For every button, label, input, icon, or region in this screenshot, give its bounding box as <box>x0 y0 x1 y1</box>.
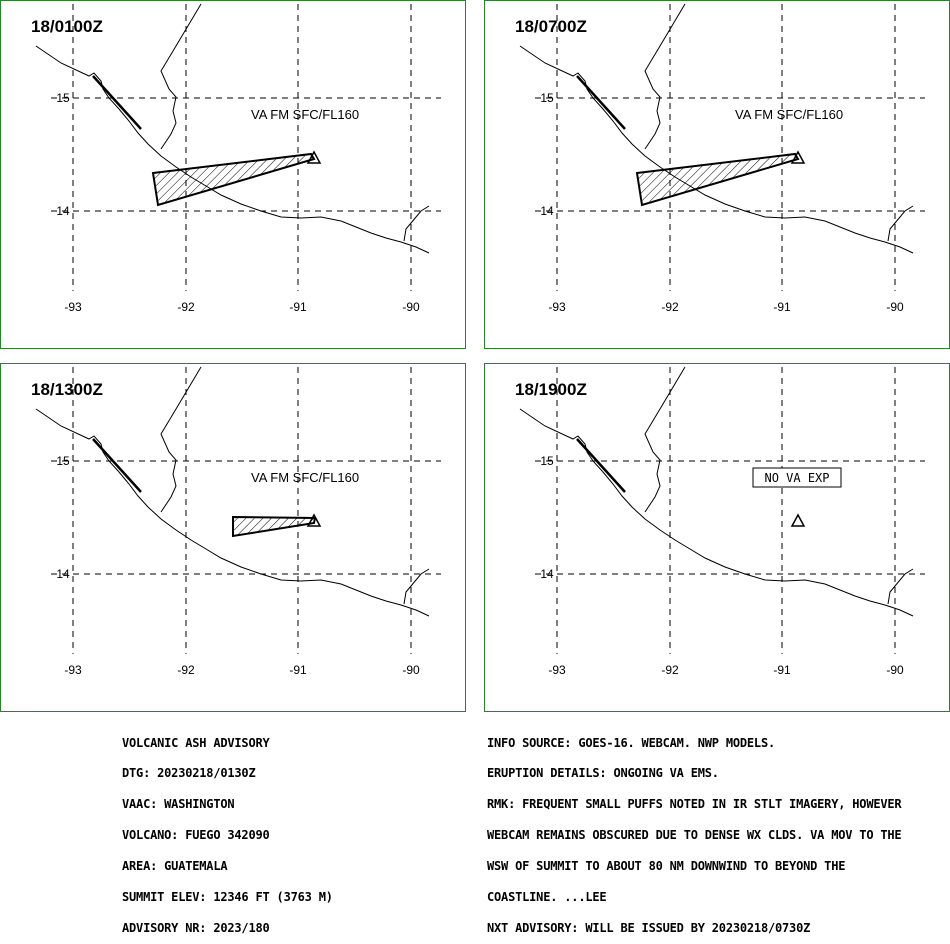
ash-cloud-polygon <box>151 152 316 207</box>
ash-altitude-label: VA FM SFC/FL160 <box>251 107 359 122</box>
latitude-label: 15 <box>56 91 70 105</box>
map-panel-3: -93 -92 -91 -90 15 14 VA FM SFC/FL160 18/1300Z <box>0 363 466 712</box>
border-line <box>160 366 202 513</box>
border-line <box>887 568 914 605</box>
advisory-title: VOLCANIC ASH ADVISORY <box>122 735 270 750</box>
longitude-label: -93 <box>64 300 82 314</box>
latitude-label: 15 <box>540 454 554 468</box>
longitude-label: -93 <box>64 663 82 677</box>
advisory-remarks-line: WSW OF SUMMIT TO ABOUT 80 NM DOWNWIND TO… <box>487 859 846 874</box>
border-line <box>887 205 914 242</box>
map-panel-1: -93 -92 -91 -90 15 14 VA FM SFC/FL160 18/0100Z <box>0 0 466 349</box>
no-va-label-box <box>752 467 842 488</box>
latitude-label: 15 <box>540 91 554 105</box>
advisory-next: NXT ADVISORY: WILL BE ISSUED BY 20230218… <box>487 920 811 935</box>
latitude-label: 14 <box>540 567 554 581</box>
forecast-time-label: 18/0700Z <box>515 17 587 36</box>
advisory-summit-elev: SUMMIT ELEV: 12346 FT (3763 M) <box>122 890 333 905</box>
longitude-label: -92 <box>177 300 195 314</box>
longitude-label: -90 <box>402 300 420 314</box>
advisory-vaac: VAAC: WASHINGTON <box>122 797 235 812</box>
shoreline-thick <box>92 75 142 130</box>
border-line <box>644 366 686 513</box>
latitude-label: 14 <box>540 204 554 218</box>
border-line <box>403 568 430 605</box>
map-canvas: -93 -92 -91 -90 15 14 VA FM SFC/FL160 <box>35 3 441 314</box>
border-line <box>403 205 430 242</box>
longitude-label: -90 <box>886 300 904 314</box>
border-line <box>160 3 202 150</box>
ash-cloud-polygon <box>635 152 800 207</box>
advisory-eruption-details: ERUPTION DETAILS: ONGOING VA EMS. <box>487 766 719 781</box>
map-canvas: -93 -92 -91 -90 15 14 VA FM SFC/FL160 <box>519 3 925 314</box>
longitude-label: -90 <box>402 663 420 677</box>
ash-cloud-polygon <box>232 515 317 538</box>
advisory-remarks-line: COASTLINE. ...LEE <box>487 890 607 905</box>
map-canvas: -93 -92 -91 -90 15 14 NO VA EXP <box>519 366 925 677</box>
map-panel-2: -93 -92 -91 -90 15 14 VA FM SFC/FL160 18/0700Z <box>484 0 950 349</box>
shoreline-thick <box>92 438 142 493</box>
longitude-label: -90 <box>886 663 904 677</box>
longitude-label: -92 <box>661 300 679 314</box>
longitude-label: -92 <box>661 663 679 677</box>
ash-altitude-label: VA FM SFC/FL160 <box>735 107 843 122</box>
advisory-area: AREA: GUATEMALA <box>122 859 228 874</box>
border-line <box>644 3 686 150</box>
map-panel-4: -93 -92 -91 -90 15 14 NO VA EXP 18/1900Z <box>484 363 950 712</box>
volcano-triangle-icon <box>306 150 322 164</box>
volcano-triangle-icon <box>306 513 322 527</box>
longitude-label: -92 <box>177 663 195 677</box>
shoreline-thick <box>576 75 626 130</box>
latitude-label: 14 <box>56 204 70 218</box>
map-canvas: -93 -92 -91 -90 15 14 VA FM SFC/FL160 <box>35 366 441 677</box>
latitude-label: 14 <box>56 567 70 581</box>
longitude-label: -91 <box>773 663 791 677</box>
longitude-label: -93 <box>548 663 566 677</box>
forecast-time-label: 18/1300Z <box>31 380 103 399</box>
volcano-triangle-icon <box>790 150 806 164</box>
longitude-label: -91 <box>289 300 307 314</box>
longitude-label: -91 <box>773 300 791 314</box>
advisory-number: ADVISORY NR: 2023/180 <box>122 920 270 935</box>
advisory-remarks-line: RMK: FREQUENT SMALL PUFFS NOTED IN IR ST… <box>487 797 902 812</box>
advisory-dtg: DTG: 20230218/0130Z <box>122 766 256 781</box>
shoreline-thick <box>576 438 626 493</box>
forecast-time-label: 18/0100Z <box>31 17 103 36</box>
advisory-right-block: INFO SOURCE: GOES-16. WEBCAM. NWP MODELS… <box>487 717 902 944</box>
no-va-label: NO VA EXP <box>764 471 829 485</box>
longitude-label: -91 <box>289 663 307 677</box>
longitude-label: -93 <box>548 300 566 314</box>
advisory-volcano: VOLCANO: FUEGO 342090 <box>122 828 270 843</box>
advisory-left-block: VOLCANIC ASH ADVISORY DTG: 20230218/0130… <box>122 717 333 944</box>
ash-altitude-label: VA FM SFC/FL160 <box>251 470 359 485</box>
volcano-triangle-icon <box>790 513 806 527</box>
advisory-info-source: INFO SOURCE: GOES-16. WEBCAM. NWP MODELS… <box>487 735 776 750</box>
advisory-remarks-line: WEBCAM REMAINS OBSCURED DUE TO DENSE WX … <box>487 828 902 843</box>
latitude-label: 15 <box>56 454 70 468</box>
forecast-time-label: 18/1900Z <box>515 380 587 399</box>
